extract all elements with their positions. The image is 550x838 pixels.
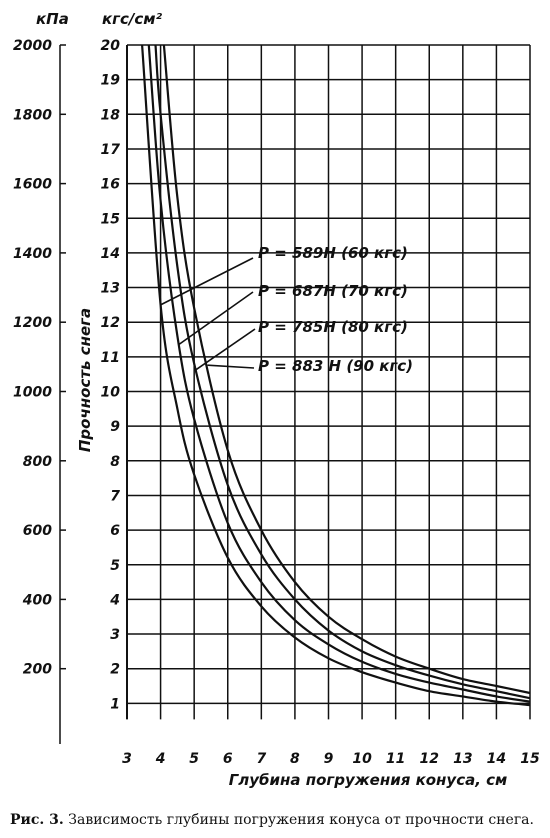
y-tick-label: 3 <box>110 627 120 643</box>
y-tick-label: 11 <box>101 350 120 366</box>
x-tick-label: 3 <box>122 751 132 767</box>
kpa-tick-label: 800 <box>23 454 52 470</box>
series-leader-line <box>160 257 254 306</box>
x-tick-label: 7 <box>256 751 266 767</box>
x-tick-label: 4 <box>155 751 166 767</box>
y-tick-label: 10 <box>101 385 121 401</box>
x-tick-label: 15 <box>520 751 540 767</box>
series-label: P = 883 Н (90 кгс) <box>258 357 413 375</box>
chart-grid <box>126 44 531 720</box>
y-axis-label: Прочность снега <box>76 308 94 452</box>
x-axis-label: Глубина погружения конуса, см <box>229 771 508 789</box>
kpa-axis: 200 400 600 800 1000 1200 1400 1600 1800 2000 <box>13 38 66 744</box>
x-tick-label: 9 <box>324 751 334 767</box>
series-curve <box>147 44 531 703</box>
y-tick-label: 18 <box>101 107 121 123</box>
series-label: P = 687Н (70 кгс) <box>258 282 408 300</box>
kpa-tick-label: 1800 <box>13 107 52 123</box>
series-curve <box>154 44 531 700</box>
kpa-tick-label: 1000 <box>13 385 52 401</box>
series-leader-line <box>207 364 255 369</box>
x-tick-label: 8 <box>290 751 300 767</box>
y-tick-label: 8 <box>110 454 120 470</box>
caption-lead: Рис. 3. <box>10 812 64 828</box>
series-labels: P = 589Н (60 кгс) P = 687Н (70 кгс) P = 78… <box>160 244 413 375</box>
y-tick-label: 7 <box>110 488 120 504</box>
kpa-tick-label: 1200 <box>13 315 52 331</box>
y-tick-label: 9 <box>110 419 120 435</box>
x-tick-label: 5 <box>189 751 199 767</box>
kpa-tick-label: 1400 <box>13 246 52 262</box>
x-tick-label: 13 <box>453 751 472 767</box>
figure-caption: Рис. 3. Зависимость глубины погружения к… <box>10 812 545 828</box>
y-tick-label: 1 <box>110 696 120 712</box>
kpa-tick-label: 400 <box>22 592 52 608</box>
series-leader-line <box>178 291 254 346</box>
caption-text: Зависимость глубины погружения конуса от… <box>68 812 534 828</box>
y-tick-label: 13 <box>101 281 120 297</box>
y2-unit-label: кПа <box>36 10 69 28</box>
kpa-tick-label: 2000 <box>13 38 52 54</box>
y-tick-label: 4 <box>109 592 120 608</box>
y-tick-label: 14 <box>101 246 120 262</box>
kpa-tick-label: 200 <box>23 662 52 678</box>
y-tick-label: 19 <box>101 73 121 89</box>
x-axis-ticks: 3 4 5 6 7 8 9 10 11 12 13 14 15 <box>122 751 540 767</box>
series-curve <box>141 44 531 707</box>
x-tick-label: 11 <box>386 751 405 767</box>
kpa-tick-label: 600 <box>23 523 52 539</box>
series-label: P = 785Н (80 кгс) <box>258 318 408 336</box>
series-curve <box>162 44 531 695</box>
series-label: P = 589Н (60 кгс) <box>258 244 408 262</box>
x-tick-label: 14 <box>487 751 506 767</box>
series-curves <box>141 44 531 707</box>
y-unit-label: кгс/см² <box>102 10 163 28</box>
y-tick-label: 12 <box>101 315 120 331</box>
x-tick-label: 6 <box>223 751 233 767</box>
y-tick-label: 2 <box>110 662 120 678</box>
y-tick-label: 17 <box>101 142 121 158</box>
y-tick-label: 6 <box>110 523 120 539</box>
kpa-tick-label: 1600 <box>13 177 52 193</box>
x-tick-label: 10 <box>352 751 372 767</box>
y-tick-label: 20 <box>101 38 121 54</box>
y-tick-label: 5 <box>110 558 120 574</box>
y-tick-label: 15 <box>101 211 121 227</box>
x-tick-label: 12 <box>420 751 439 767</box>
series-leader-line <box>195 328 256 371</box>
y-tick-label: 16 <box>101 177 121 193</box>
